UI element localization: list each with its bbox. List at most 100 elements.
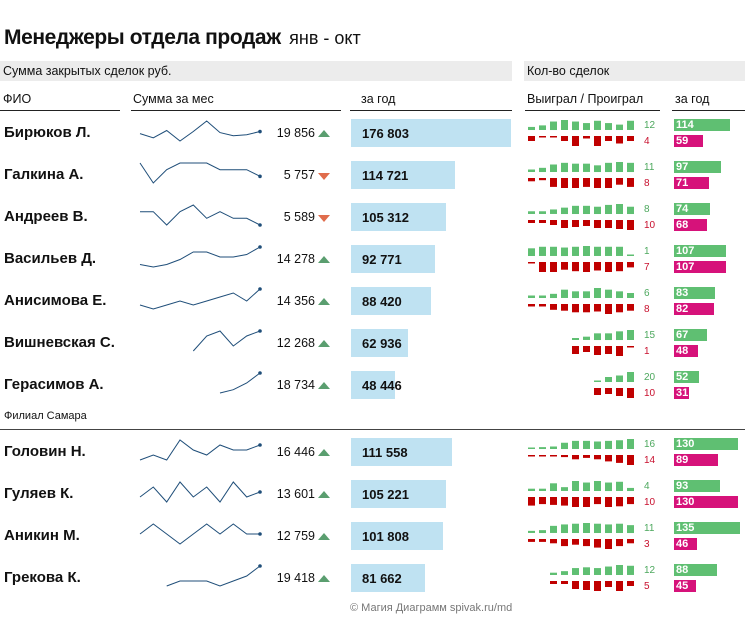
sparkline-last-point — [258, 371, 262, 375]
title-main: Менеджеры отдела продаж — [4, 26, 281, 49]
win-bar — [539, 211, 546, 214]
win-bar — [528, 488, 535, 491]
year-wins-bar — [674, 287, 715, 299]
win-bar — [605, 566, 612, 576]
loss-bar — [627, 346, 634, 348]
win-bar — [627, 565, 634, 575]
year-wins-value: 83 — [676, 287, 689, 299]
year-losses-bar — [674, 580, 696, 592]
win-bar — [605, 246, 612, 256]
sparkline-last-point — [258, 532, 262, 536]
last-month-value: 14 356 — [276, 294, 315, 308]
year-total-value: 114 721 — [362, 168, 409, 183]
win-loss-chart — [528, 523, 634, 549]
win-bar — [539, 295, 546, 298]
last-month-wins: 20 — [644, 372, 656, 383]
year-total-bar — [351, 161, 455, 189]
sparkline — [219, 371, 262, 394]
year-wins-bar — [674, 522, 740, 534]
year-losses-value: 48 — [676, 345, 689, 357]
year-total-value: 88 420 — [362, 294, 402, 309]
last-month-value: 5 757 — [283, 168, 315, 182]
loss-bar — [605, 497, 612, 507]
loss-bar — [561, 497, 568, 506]
trend-arrow-icon — [318, 298, 330, 305]
win-bar — [616, 481, 623, 491]
trend-arrow-icon — [318, 449, 330, 456]
win-bar — [627, 293, 634, 298]
year-wins-bar — [674, 564, 717, 576]
sparkline — [139, 162, 262, 184]
last-month-losses: 10 — [644, 220, 656, 231]
win-bar — [616, 440, 623, 450]
loss-bar — [572, 178, 579, 188]
win-bar — [583, 246, 590, 256]
last-month-losses: 5 — [644, 581, 650, 592]
year-losses-value: 89 — [676, 454, 689, 466]
sparkline-line — [139, 120, 261, 142]
last-month-value: 12 759 — [276, 529, 315, 543]
loss-bar — [572, 539, 579, 545]
loss-bar — [594, 388, 601, 395]
win-loss-chart — [572, 330, 634, 356]
win-bar — [561, 120, 568, 130]
win-loss-chart — [528, 288, 634, 314]
last-month-losses: 4 — [644, 136, 650, 147]
manager-name: Вишневская С. — [4, 334, 115, 351]
win-bar — [583, 482, 590, 492]
loss-bar — [528, 304, 535, 307]
year-losses-value: 107 — [676, 261, 695, 273]
win-bar — [583, 205, 590, 215]
sparkline-last-point — [258, 223, 262, 227]
win-bar — [550, 525, 557, 533]
header-rule-month — [131, 110, 341, 111]
trend-arrow-icon — [318, 382, 330, 389]
win-loss-chart — [528, 481, 634, 507]
chart-title: Менеджеры отдела продаж янв - окт — [4, 26, 361, 50]
last-month-losses: 8 — [644, 178, 650, 189]
loss-bar — [616, 220, 623, 229]
sparkline — [139, 287, 262, 310]
last-month-wins: 12 — [644, 565, 656, 576]
manager-name: Галкина А. — [4, 166, 84, 183]
loss-bar — [572, 497, 579, 507]
year-wins-value: 52 — [676, 371, 689, 383]
loss-bar — [616, 539, 623, 547]
loss-bar — [594, 262, 601, 271]
loss-bar — [627, 539, 634, 544]
header-rule-win-loss — [525, 110, 660, 111]
loss-bar — [550, 178, 557, 187]
loss-bar — [616, 178, 623, 185]
manager-name: Анисимова Е. — [4, 292, 107, 309]
sparkline-last-point — [258, 329, 262, 333]
win-bar — [605, 482, 612, 492]
loss-bar — [583, 220, 590, 226]
loss-bar — [550, 539, 557, 544]
loss-bar — [561, 581, 568, 584]
win-loss-chart — [528, 204, 634, 230]
loss-bar — [583, 455, 590, 458]
year-losses-value: 68 — [676, 219, 689, 231]
win-bar — [627, 525, 634, 534]
win-bar — [550, 246, 557, 256]
loss-bar — [583, 497, 590, 507]
year-wins-bar — [674, 245, 727, 257]
loss-bar — [605, 455, 612, 462]
sparkline-line — [140, 204, 261, 226]
win-bar — [561, 442, 568, 450]
column-header-year: за год — [361, 92, 396, 106]
win-bar — [539, 530, 546, 534]
loss-bar — [539, 539, 546, 542]
loss-bar — [594, 178, 601, 188]
win-bar — [539, 167, 546, 173]
sparkline — [139, 245, 262, 268]
loss-bar — [627, 220, 634, 230]
win-bar — [616, 124, 623, 131]
win-bar — [616, 331, 623, 341]
win-bar — [605, 377, 612, 382]
win-bar — [528, 447, 535, 449]
year-wins-bar — [674, 119, 730, 131]
loss-bar — [605, 220, 612, 228]
win-bar — [572, 121, 579, 131]
trend-arrow-icon — [318, 533, 330, 540]
